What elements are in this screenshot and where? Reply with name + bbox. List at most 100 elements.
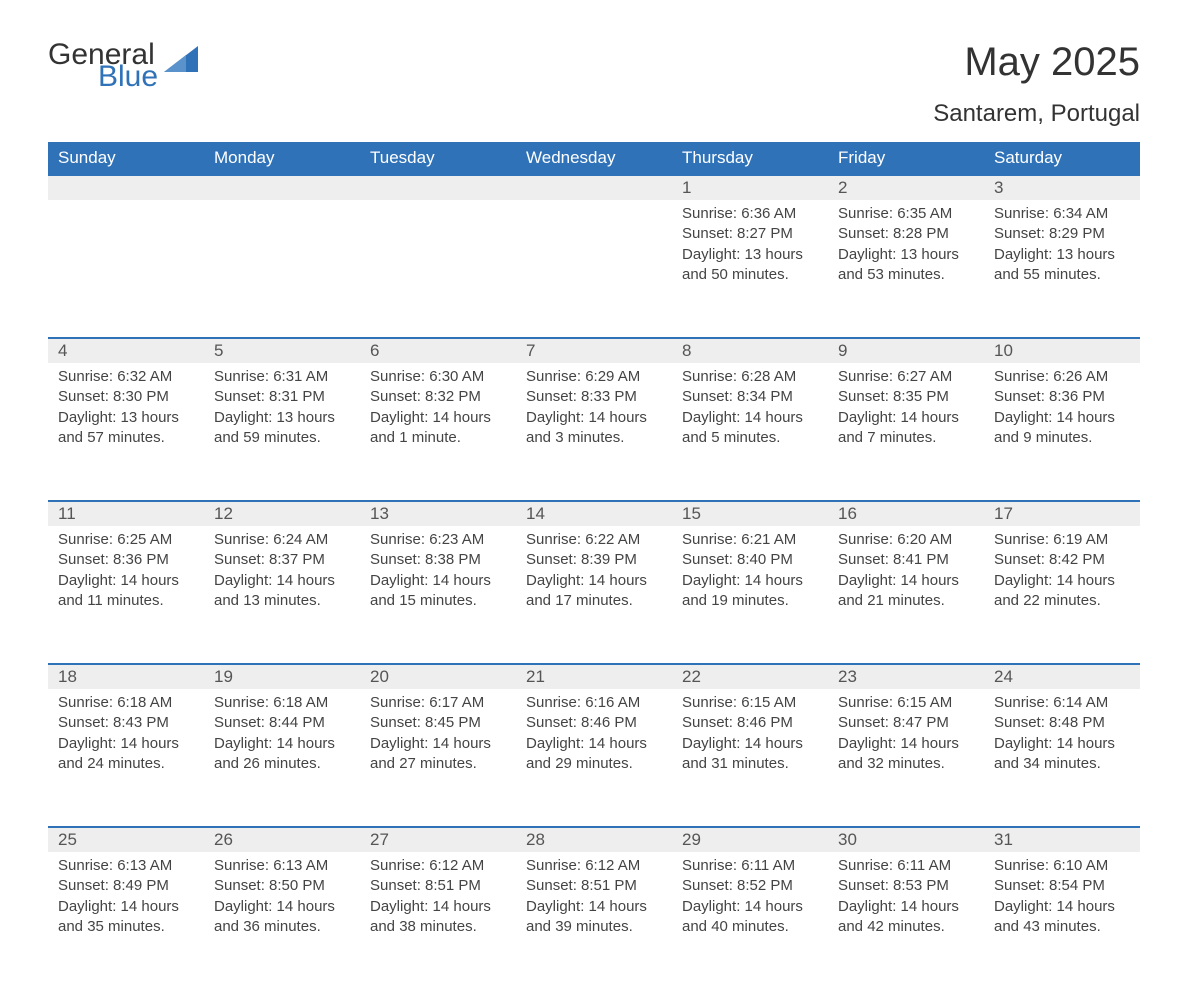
day-content-cell: Sunrise: 6:12 AMSunset: 8:51 PMDaylight:…	[516, 852, 672, 990]
day-content-cell	[360, 200, 516, 338]
sunrise-line: Sunrise: 6:19 AM	[994, 530, 1130, 550]
title-block: May 2025	[964, 40, 1140, 85]
content-row: Sunrise: 6:32 AMSunset: 8:30 PMDaylight:…	[48, 363, 1140, 501]
day-content-cell: Sunrise: 6:34 AMSunset: 8:29 PMDaylight:…	[984, 200, 1140, 338]
sunset-line: Sunset: 8:54 PM	[994, 876, 1130, 896]
sunrise-line: Sunrise: 6:15 AM	[838, 693, 974, 713]
daylight-line: Daylight: 14 hours and 11 minutes.	[58, 571, 194, 612]
daylight-line: Daylight: 14 hours and 24 minutes.	[58, 734, 194, 775]
content-row: Sunrise: 6:36 AMSunset: 8:27 PMDaylight:…	[48, 200, 1140, 338]
weekday-header: Tuesday	[360, 142, 516, 175]
sunrise-line: Sunrise: 6:20 AM	[838, 530, 974, 550]
content-row: Sunrise: 6:13 AMSunset: 8:49 PMDaylight:…	[48, 852, 1140, 990]
content-row: Sunrise: 6:18 AMSunset: 8:43 PMDaylight:…	[48, 689, 1140, 827]
day-number-cell: 3	[984, 175, 1140, 200]
day-number-cell: 26	[204, 827, 360, 852]
day-number-cell: 1	[672, 175, 828, 200]
day-content-cell: Sunrise: 6:31 AMSunset: 8:31 PMDaylight:…	[204, 363, 360, 501]
day-content-cell: Sunrise: 6:10 AMSunset: 8:54 PMDaylight:…	[984, 852, 1140, 990]
day-content-cell: Sunrise: 6:13 AMSunset: 8:49 PMDaylight:…	[48, 852, 204, 990]
daylight-line: Daylight: 14 hours and 42 minutes.	[838, 897, 974, 938]
daylight-line: Daylight: 14 hours and 39 minutes.	[526, 897, 662, 938]
daylight-line: Daylight: 13 hours and 53 minutes.	[838, 245, 974, 286]
daylight-line: Daylight: 14 hours and 19 minutes.	[682, 571, 818, 612]
day-content-cell: Sunrise: 6:28 AMSunset: 8:34 PMDaylight:…	[672, 363, 828, 501]
sunrise-line: Sunrise: 6:16 AM	[526, 693, 662, 713]
day-number-cell: 4	[48, 338, 204, 363]
sunset-line: Sunset: 8:33 PM	[526, 387, 662, 407]
day-number-cell: 10	[984, 338, 1140, 363]
weekday-header-row: SundayMondayTuesdayWednesdayThursdayFrid…	[48, 142, 1140, 175]
sunset-line: Sunset: 8:35 PM	[838, 387, 974, 407]
sunset-line: Sunset: 8:38 PM	[370, 550, 506, 570]
daylight-line: Daylight: 14 hours and 35 minutes.	[58, 897, 194, 938]
day-number-cell: 29	[672, 827, 828, 852]
day-number-cell: 25	[48, 827, 204, 852]
day-content-cell: Sunrise: 6:23 AMSunset: 8:38 PMDaylight:…	[360, 526, 516, 664]
day-number-cell: 16	[828, 501, 984, 526]
sunset-line: Sunset: 8:52 PM	[682, 876, 818, 896]
day-number-cell: 20	[360, 664, 516, 689]
sunrise-line: Sunrise: 6:10 AM	[994, 856, 1130, 876]
daylight-line: Daylight: 14 hours and 9 minutes.	[994, 408, 1130, 449]
sunset-line: Sunset: 8:53 PM	[838, 876, 974, 896]
sunset-line: Sunset: 8:34 PM	[682, 387, 818, 407]
daylight-line: Daylight: 13 hours and 57 minutes.	[58, 408, 194, 449]
day-content-cell: Sunrise: 6:30 AMSunset: 8:32 PMDaylight:…	[360, 363, 516, 501]
daylight-line: Daylight: 14 hours and 34 minutes.	[994, 734, 1130, 775]
sunrise-line: Sunrise: 6:31 AM	[214, 367, 350, 387]
sunset-line: Sunset: 8:45 PM	[370, 713, 506, 733]
day-content-cell: Sunrise: 6:18 AMSunset: 8:44 PMDaylight:…	[204, 689, 360, 827]
sunset-line: Sunset: 8:36 PM	[994, 387, 1130, 407]
sunset-line: Sunset: 8:31 PM	[214, 387, 350, 407]
sunrise-line: Sunrise: 6:22 AM	[526, 530, 662, 550]
day-content-cell: Sunrise: 6:11 AMSunset: 8:53 PMDaylight:…	[828, 852, 984, 990]
sunset-line: Sunset: 8:47 PM	[838, 713, 974, 733]
day-content-cell: Sunrise: 6:29 AMSunset: 8:33 PMDaylight:…	[516, 363, 672, 501]
day-content-cell: Sunrise: 6:13 AMSunset: 8:50 PMDaylight:…	[204, 852, 360, 990]
day-content-cell: Sunrise: 6:24 AMSunset: 8:37 PMDaylight:…	[204, 526, 360, 664]
day-number-cell: 31	[984, 827, 1140, 852]
daylight-line: Daylight: 14 hours and 36 minutes.	[214, 897, 350, 938]
day-number-cell: 27	[360, 827, 516, 852]
day-content-cell: Sunrise: 6:25 AMSunset: 8:36 PMDaylight:…	[48, 526, 204, 664]
sunset-line: Sunset: 8:36 PM	[58, 550, 194, 570]
sunrise-line: Sunrise: 6:11 AM	[682, 856, 818, 876]
daynum-row: 25262728293031	[48, 827, 1140, 852]
day-number-cell: 6	[360, 338, 516, 363]
day-content-cell: Sunrise: 6:17 AMSunset: 8:45 PMDaylight:…	[360, 689, 516, 827]
calendar-table: SundayMondayTuesdayWednesdayThursdayFrid…	[48, 142, 1140, 990]
sunrise-line: Sunrise: 6:27 AM	[838, 367, 974, 387]
sunset-line: Sunset: 8:39 PM	[526, 550, 662, 570]
daylight-line: Daylight: 14 hours and 13 minutes.	[214, 571, 350, 612]
sunrise-line: Sunrise: 6:35 AM	[838, 204, 974, 224]
sunrise-line: Sunrise: 6:18 AM	[58, 693, 194, 713]
daylight-line: Daylight: 14 hours and 43 minutes.	[994, 897, 1130, 938]
day-content-cell: Sunrise: 6:26 AMSunset: 8:36 PMDaylight:…	[984, 363, 1140, 501]
sunset-line: Sunset: 8:30 PM	[58, 387, 194, 407]
day-number-cell: 23	[828, 664, 984, 689]
sunrise-line: Sunrise: 6:14 AM	[994, 693, 1130, 713]
day-content-cell: Sunrise: 6:18 AMSunset: 8:43 PMDaylight:…	[48, 689, 204, 827]
day-number-cell: 17	[984, 501, 1140, 526]
day-content-cell: Sunrise: 6:12 AMSunset: 8:51 PMDaylight:…	[360, 852, 516, 990]
daylight-line: Daylight: 14 hours and 40 minutes.	[682, 897, 818, 938]
day-number-cell: 18	[48, 664, 204, 689]
day-number-cell: 8	[672, 338, 828, 363]
weekday-header: Wednesday	[516, 142, 672, 175]
sunrise-line: Sunrise: 6:34 AM	[994, 204, 1130, 224]
sunset-line: Sunset: 8:37 PM	[214, 550, 350, 570]
sunset-line: Sunset: 8:32 PM	[370, 387, 506, 407]
day-content-cell	[516, 200, 672, 338]
sunrise-line: Sunrise: 6:23 AM	[370, 530, 506, 550]
day-number-cell: 2	[828, 175, 984, 200]
sunset-line: Sunset: 8:44 PM	[214, 713, 350, 733]
day-number-cell: 11	[48, 501, 204, 526]
day-number-cell	[360, 175, 516, 200]
sunrise-line: Sunrise: 6:26 AM	[994, 367, 1130, 387]
day-content-cell: Sunrise: 6:35 AMSunset: 8:28 PMDaylight:…	[828, 200, 984, 338]
day-content-cell: Sunrise: 6:15 AMSunset: 8:47 PMDaylight:…	[828, 689, 984, 827]
daylight-line: Daylight: 13 hours and 55 minutes.	[994, 245, 1130, 286]
day-number-cell: 24	[984, 664, 1140, 689]
sunset-line: Sunset: 8:40 PM	[682, 550, 818, 570]
